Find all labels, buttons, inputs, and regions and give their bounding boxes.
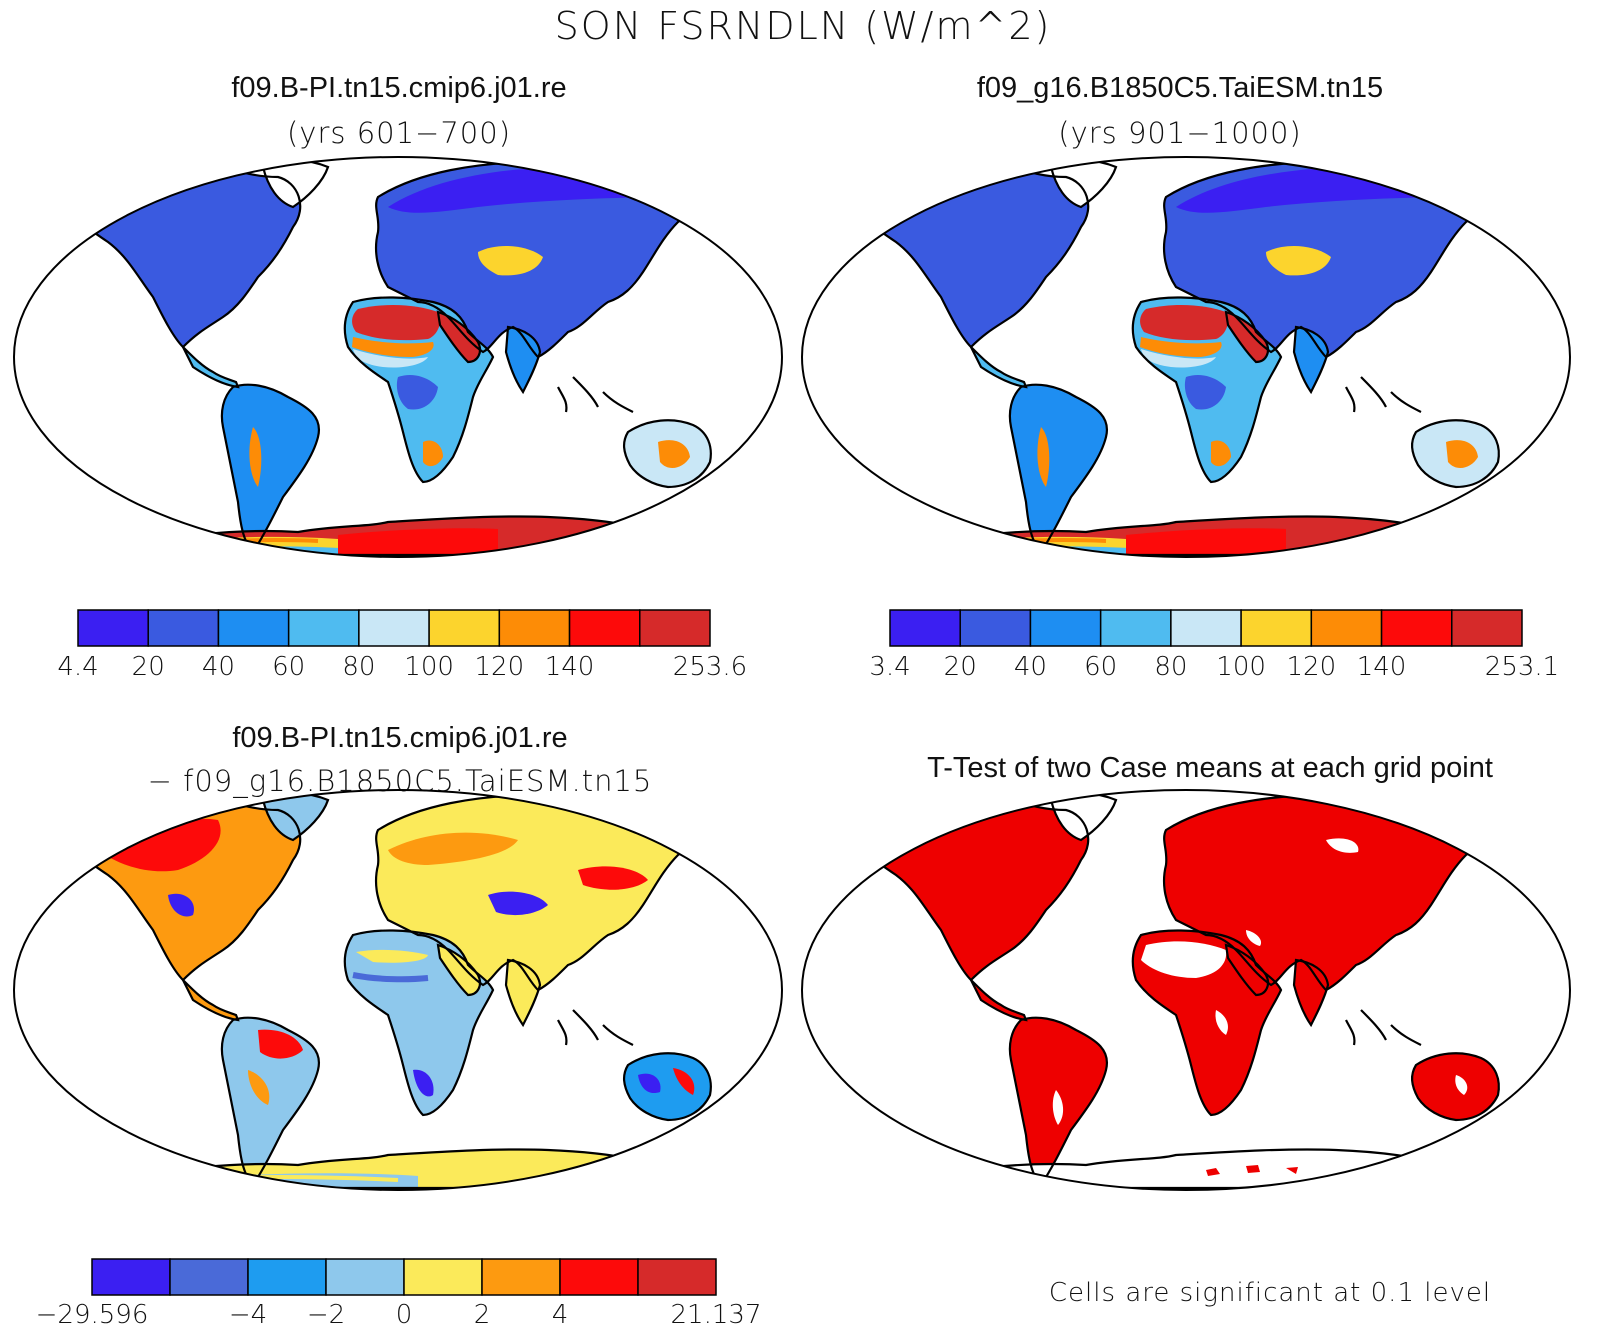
colorbar-box xyxy=(77,609,149,647)
colorbar-box xyxy=(1310,609,1383,647)
colorbar-tick-label: 20 xyxy=(131,652,165,682)
panel2-title: f09_g16.B1850C5.TaiESM.tn15 xyxy=(976,72,1384,104)
colorbar-box xyxy=(889,609,961,647)
significance-note: Cells are significant at 0.1 level xyxy=(1048,1278,1492,1308)
colorbar-box xyxy=(325,1258,405,1296)
panel4-title: T-Test of two Case means at each grid po… xyxy=(927,752,1493,784)
colorbar-tick-label: 60 xyxy=(1084,652,1118,682)
panel1-subtitle: (yrs 601−700) xyxy=(286,116,512,150)
colorbar-panel-3 xyxy=(91,1258,717,1296)
colorbar-tick-label: 60 xyxy=(272,652,306,682)
colorbar-box xyxy=(639,609,711,647)
colorbar-box xyxy=(637,1258,717,1296)
colorbar-tick-label: −29.596 xyxy=(35,1300,149,1330)
colorbar-tick-label: −2 xyxy=(306,1300,346,1330)
colorbar-box xyxy=(147,609,220,647)
colorbar-box xyxy=(403,1258,483,1296)
colorbar-box xyxy=(1029,609,1102,647)
map-panel-2 xyxy=(801,156,1571,558)
colorbar-tick-label: 21.137 xyxy=(670,1300,762,1330)
colorbar-tick-label: 140 xyxy=(544,652,595,682)
colorbar-tick-label: 100 xyxy=(404,652,454,682)
colorbar-tick-label: 120 xyxy=(474,652,525,682)
panel3-title: f09.B-PI.tn15.cmip6.j01.re xyxy=(232,722,568,754)
colorbar-box xyxy=(247,1258,327,1296)
colorbar-box xyxy=(481,1258,561,1296)
map-panel-4 xyxy=(801,789,1571,1191)
colorbar-tick-label: 4 xyxy=(551,1300,569,1330)
colorbar-tick-label: 40 xyxy=(201,652,235,682)
colorbar-panel-1 xyxy=(77,609,711,647)
colorbar-box xyxy=(91,1258,171,1296)
colorbar-box xyxy=(498,609,571,647)
colorbar-tick-label: 0 xyxy=(395,1300,413,1330)
colorbar-box xyxy=(1451,609,1523,647)
main-title: SON FSRNDLN (W/m^2) xyxy=(554,4,1052,48)
colorbar-box xyxy=(1099,609,1172,647)
colorbar-box xyxy=(428,609,501,647)
colorbar-box xyxy=(559,1258,639,1296)
colorbar-tick-label: 40 xyxy=(1013,652,1047,682)
panel1-title: f09.B-PI.tn15.cmip6.j01.re xyxy=(231,72,567,104)
colorbar-box xyxy=(169,1258,249,1296)
colorbar-tick-label: −4 xyxy=(228,1300,268,1330)
colorbar-box xyxy=(959,609,1032,647)
colorbar-box xyxy=(568,609,641,647)
colorbar-box xyxy=(287,609,360,647)
map-panel-1 xyxy=(13,156,783,558)
colorbar-tick-label: 100 xyxy=(1216,652,1266,682)
colorbar-panel-2 xyxy=(889,609,1523,647)
colorbar-tick-label: 80 xyxy=(342,652,376,682)
colorbar-tick-label: 253.1 xyxy=(1484,652,1560,682)
colorbar-tick-label: 20 xyxy=(943,652,977,682)
panel3-subtitle: − f09_g16.B1850C5.TaiESM.tn15 xyxy=(147,764,653,798)
colorbar-tick-label: 80 xyxy=(1154,652,1188,682)
colorbar-box xyxy=(358,609,430,647)
colorbar-tick-label: 253.6 xyxy=(672,652,748,682)
colorbar-box xyxy=(1240,609,1313,647)
colorbar-tick-label: 4.4 xyxy=(57,652,99,682)
panel2-subtitle: (yrs 901−1000) xyxy=(1058,116,1302,150)
colorbar-box xyxy=(217,609,290,647)
colorbar-box xyxy=(1170,609,1242,647)
colorbar-tick-label: 140 xyxy=(1356,652,1407,682)
colorbar-box xyxy=(1380,609,1453,647)
colorbar-tick-label: 3.4 xyxy=(869,652,911,682)
map-panel-3 xyxy=(13,789,783,1191)
colorbar-tick-label: 120 xyxy=(1286,652,1337,682)
colorbar-tick-label: 2 xyxy=(473,1300,491,1330)
